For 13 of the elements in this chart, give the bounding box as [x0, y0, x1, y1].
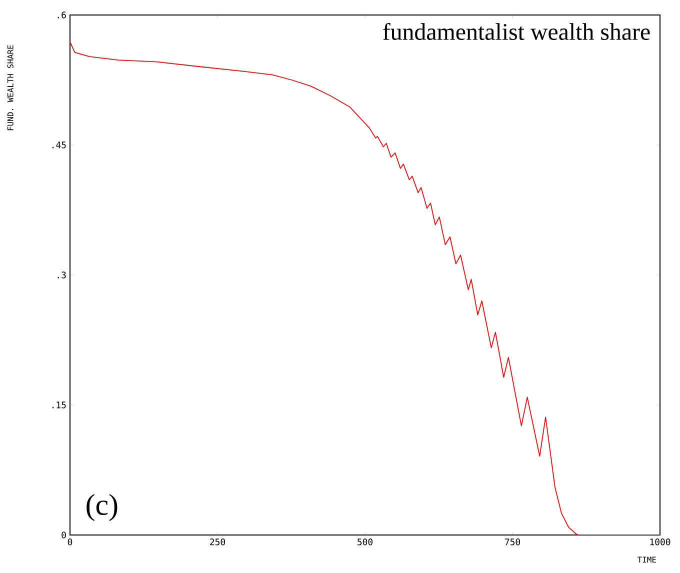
y-tick-label: 0: [62, 532, 66, 538]
y-tick-label: .3: [58, 272, 66, 278]
chart-title: fundamentalist wealth share: [383, 22, 650, 40]
annotation: (c): [86, 494, 118, 522]
x-tick-label: 500: [358, 538, 373, 546]
x-tick-label: 250: [210, 538, 226, 546]
y-tick-label: .45: [52, 142, 66, 148]
x-tick-label: 1000: [650, 538, 670, 546]
line-series: [70, 41, 660, 535]
x-tick-label: 750: [505, 538, 520, 546]
x-tick-label: 0: [68, 538, 72, 546]
y-tick-label: .6: [58, 12, 66, 18]
y-tick-label: .15: [52, 402, 66, 408]
